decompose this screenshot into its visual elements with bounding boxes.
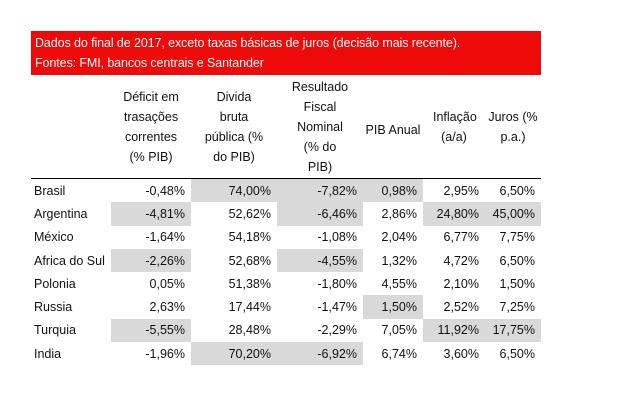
table-cell: 17,44%	[228, 300, 271, 315]
banner-sources: Fontes: FMI, bancos centrais e Santander	[35, 56, 264, 70]
table-cell: -2,29%	[317, 323, 357, 338]
table-row: Russia 2,63% 17,44% -1,47% 1,50% 2,52% 7,25%	[31, 295, 541, 319]
table-cell: 0,98%	[363, 178, 423, 203]
table-cell: 2,63%	[149, 300, 185, 315]
table-row: Africa do Sul -2,26% 52,68% -4,55% 1,32% 4,72…	[31, 248, 541, 273]
table-cell: 2,04%	[381, 230, 417, 245]
country-name: México	[34, 230, 74, 245]
table-cell: -2,26%	[111, 248, 191, 273]
country-name: India	[34, 346, 62, 361]
table-header-row: Déficit em trasações correntes (% PIB) D…	[31, 76, 541, 179]
table-cell: 4,72%	[443, 253, 479, 268]
country-name: Brasil	[34, 183, 66, 198]
table-cell: 1,50%	[499, 276, 535, 291]
table-cell: -1,08%	[317, 230, 357, 245]
table-cell: 52,62%	[228, 206, 271, 221]
country-name: Turquia	[34, 323, 76, 338]
table-cell: 54,18%	[228, 230, 271, 245]
table-cell: -1,47%	[317, 300, 357, 315]
table-cell: 7,75%	[499, 230, 535, 245]
table-cell: 6,50%	[499, 346, 535, 361]
table-cell: 70,20%	[191, 342, 277, 366]
country-name: Africa do Sul	[34, 253, 105, 268]
table-cell: 45,00%	[485, 202, 541, 226]
table-cell: -6,46%	[277, 202, 363, 226]
table-cell: 11,92%	[423, 318, 485, 343]
table-cell: -1,80%	[317, 276, 357, 291]
table-row: Argentina -4,81% 52,62% -6,46% 2,86% 24,80% 45…	[31, 202, 541, 226]
country-name: Russia	[34, 300, 73, 315]
table-row: México -1,64% 54,18% -1,08% 2,04% 6,77% 7,75%	[31, 226, 541, 249]
table-cell: -1,96%	[145, 346, 185, 361]
column-header-current-account: Déficit em trasações correntes (% PIB)	[123, 90, 179, 164]
table-cell: 1,50%	[363, 295, 423, 319]
table-row: Turquia -5,55% 28,48% -2,29% 7,05% 11,92% 17,7…	[31, 318, 541, 343]
banner-title: Dados do final de 2017, exceto taxas bás…	[35, 36, 461, 50]
table-cell: 24,80%	[423, 202, 485, 226]
table-cell: 6,77%	[443, 230, 479, 245]
table-cell: 6,74%	[381, 346, 417, 361]
table-cell: 6,50%	[499, 183, 535, 198]
economic-indicators-table: Déficit em trasações correntes (% PIB) D…	[31, 76, 541, 366]
country-column-header	[31, 76, 111, 179]
country-name: Polonia	[34, 276, 76, 291]
table-cell: 7,05%	[381, 323, 417, 338]
table-cell: 2,52%	[443, 300, 479, 315]
column-header-fiscal-result: Resultado Fiscal Nominal (% do PIB)	[291, 80, 349, 174]
table-cell: 3,60%	[443, 346, 479, 361]
column-header-inflation: Inflação (a/a)	[433, 110, 477, 144]
column-header-gdp: PIB Anual	[365, 123, 421, 137]
table-cell: -1,64%	[145, 230, 185, 245]
table-cell: -7,82%	[277, 178, 363, 203]
table-cell: -6,92%	[277, 342, 363, 366]
table-row: Polonia 0,05% 51,38% -1,80% 4,55% 2,10% 1,50%	[31, 272, 541, 295]
table-cell: 2,95%	[443, 183, 479, 198]
table-cell: 6,50%	[499, 253, 535, 268]
table-cell: -4,81%	[111, 202, 191, 226]
table-row: India -1,96% 70,20% -6,92% 6,74% 3,60% 6,50%	[31, 342, 541, 366]
table-cell: 51,38%	[228, 276, 271, 291]
table-cell: 2,86%	[381, 206, 417, 221]
table-cell: 52,68%	[228, 253, 271, 268]
table-cell: 1,32%	[381, 253, 417, 268]
country-name: Argentina	[34, 206, 88, 221]
table-cell: 74,00%	[191, 178, 277, 203]
source-banner: Dados do final de 2017, exceto taxas bás…	[31, 31, 541, 75]
table-cell: 28,48%	[228, 323, 271, 338]
table-cell: 2,10%	[443, 276, 479, 291]
table-cell: 7,25%	[499, 300, 535, 315]
column-header-interest: Juros (% p.a.)	[488, 110, 538, 144]
column-header-gross-debt: Divida bruta pública (% do PIB)	[204, 90, 264, 164]
table-cell: 4,55%	[381, 276, 417, 291]
table-cell: 0,05%	[149, 276, 185, 291]
table-row: Brasil -0,48% 74,00% -7,82% 0,98% 2,95% 6,50%	[31, 178, 541, 203]
table-cell: -0,48%	[145, 183, 185, 198]
table-cell: -5,55%	[111, 318, 191, 343]
table-cell: 17,75%	[485, 318, 541, 343]
table-cell: -4,55%	[277, 248, 363, 273]
